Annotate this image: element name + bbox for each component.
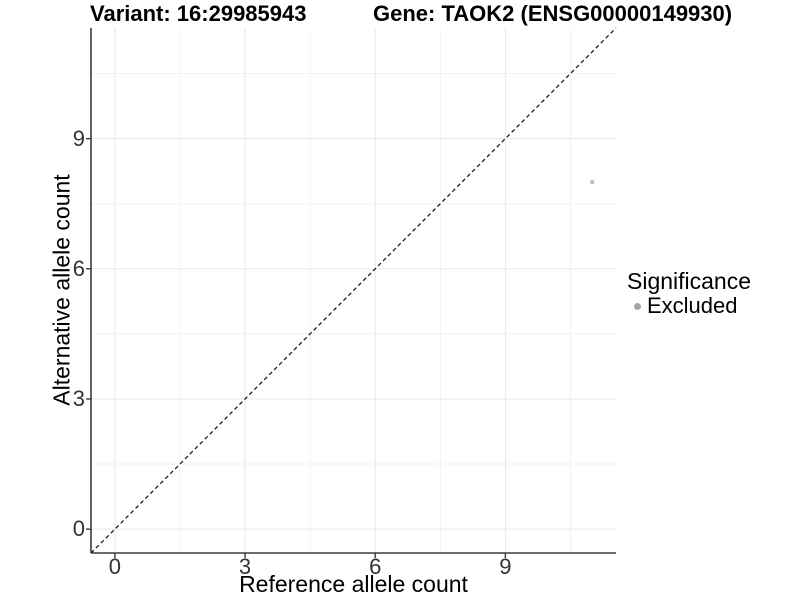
- y-tick-label: 9: [72, 125, 85, 151]
- y-tick-label: 0: [72, 516, 85, 542]
- legend-title: Significance: [627, 268, 752, 294]
- plot-title-gene: Gene: TAOK2 (ENSG00000149930): [373, 1, 733, 26]
- x-axis-title: Reference allele count: [239, 571, 468, 597]
- y-tick-label: 3: [72, 385, 85, 411]
- x-tick-label: 9: [499, 554, 512, 579]
- data-point: [589, 179, 595, 185]
- legend-item-label: Excluded: [647, 293, 738, 318]
- y-tick-label: 6: [72, 255, 85, 281]
- x-tick-label: 3: [238, 554, 252, 579]
- excluded-point-icon: [634, 302, 641, 310]
- legend: Significance Excluded: [627, 270, 751, 318]
- legend-item-excluded: Excluded: [627, 294, 751, 318]
- y-axis-title: Alternative allele count: [48, 174, 75, 406]
- x-tick-label: 6: [369, 554, 382, 579]
- plot-title-variant: Variant: 16:29985943: [90, 1, 307, 26]
- identity-dashed-line: [90, 27, 617, 554]
- x-tick-label: 0: [108, 554, 121, 579]
